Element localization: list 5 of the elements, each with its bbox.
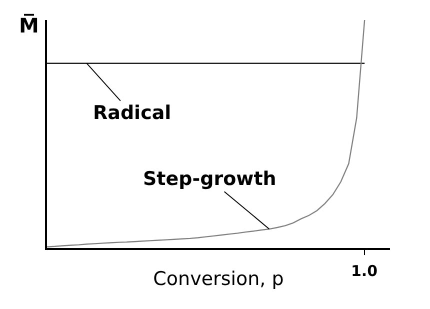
y-axis-title: M̅ [19, 13, 39, 38]
text: 1.0 [351, 262, 378, 280]
series-label: Step-growth [143, 168, 276, 190]
x-axis-title: Conversion, p [153, 268, 284, 290]
legend-label: Radical [93, 102, 172, 124]
